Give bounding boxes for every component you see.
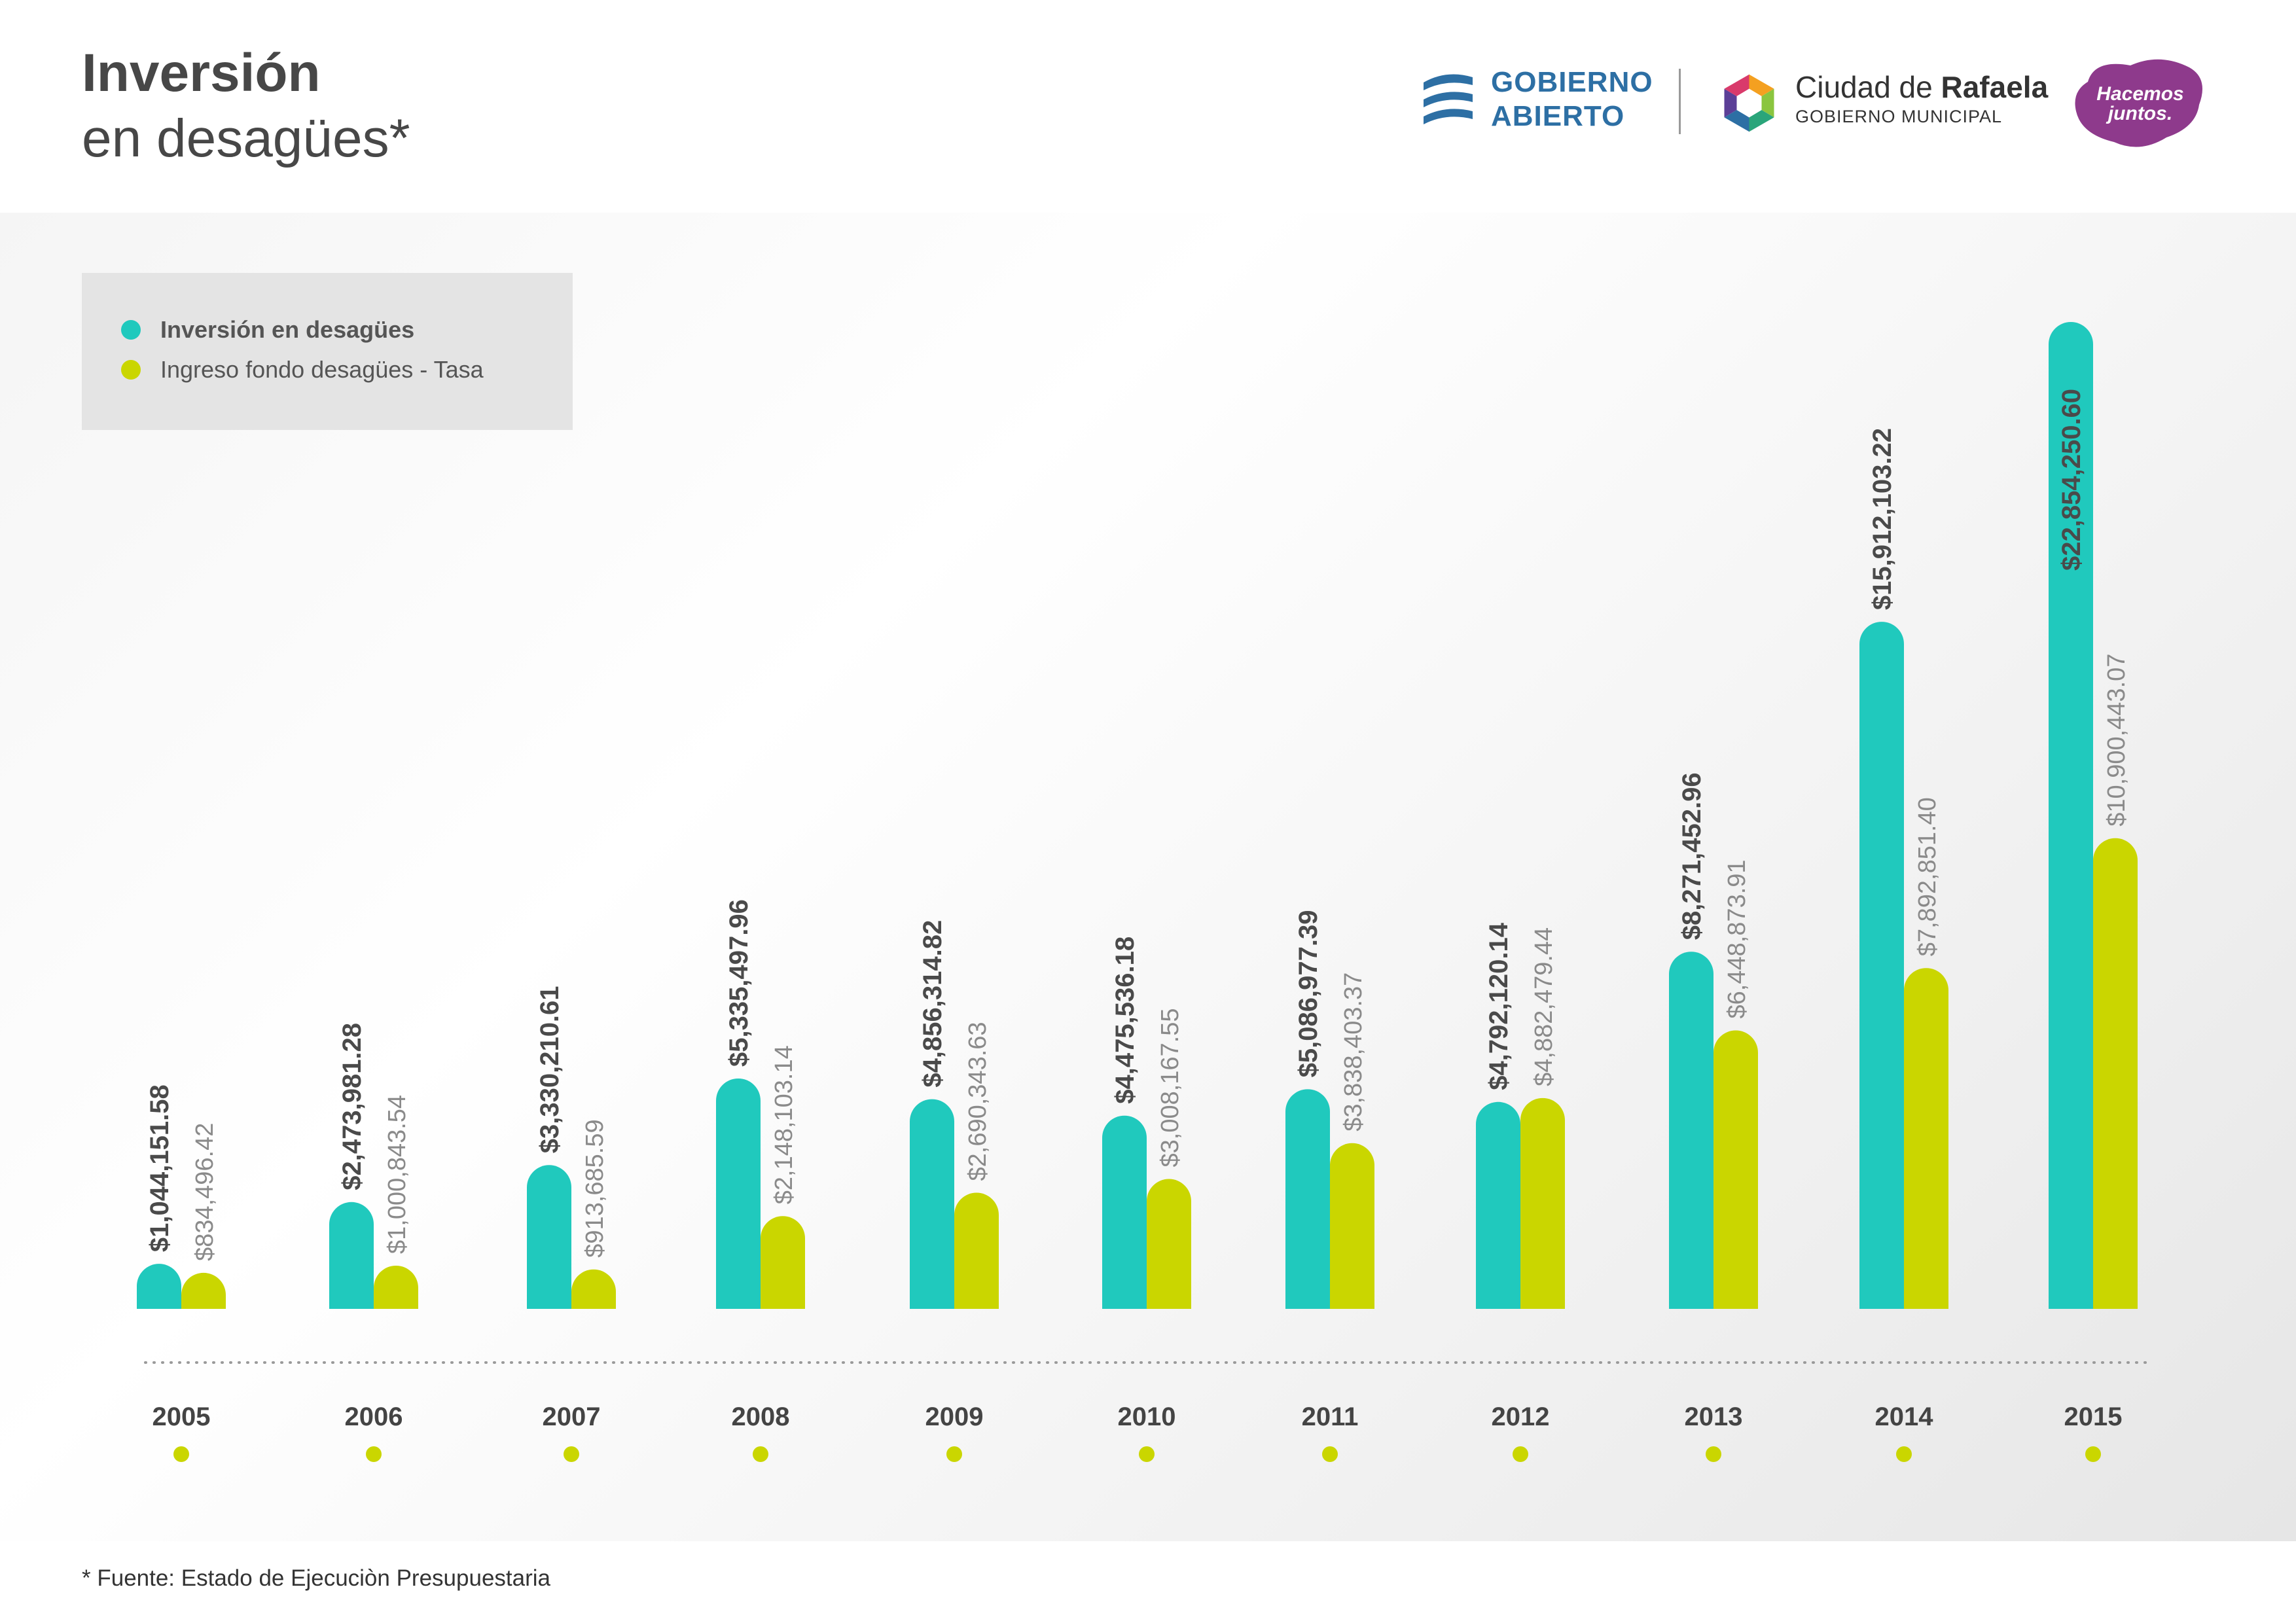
bar-ingreso-2007 <box>571 1269 616 1309</box>
gobierno-abierto-line-2: ABIERTO <box>1491 100 1625 132</box>
bar-inversion-2010 <box>1102 1115 1147 1309</box>
bar-ingreso-2015 <box>2093 838 2138 1309</box>
x-tick-dot-2013 <box>1706 1446 1721 1462</box>
gobierno-abierto-logo: GOBIERNO ABIERTO <box>1420 65 1656 137</box>
value-label-inversion-2006: $2,473,981.28 <box>338 1023 367 1190</box>
x-tick-label-2015: 2015 <box>2064 1402 2123 1431</box>
bar-inversion-2013 <box>1669 952 1713 1309</box>
value-label-inversion-2008: $5,335,497.96 <box>725 899 753 1067</box>
x-tick-dot-2012 <box>1513 1446 1528 1462</box>
x-tick-label-2009: 2009 <box>925 1402 984 1431</box>
bar-inversion-2015 <box>2049 322 2093 1309</box>
x-tick-label-2005: 2005 <box>152 1402 211 1431</box>
value-label-inversion-2009: $4,856,314.82 <box>918 920 947 1088</box>
page-title: Inversión en desagües* <box>82 41 410 171</box>
value-label-ingreso-2006: $1,000,843.54 <box>384 1095 411 1254</box>
value-label-inversion-2007: $3,330,210.61 <box>535 986 564 1153</box>
x-tick-dot-2008 <box>753 1446 768 1462</box>
source-footnote: * Fuente: Estado de Ejecuciòn Presupuest… <box>82 1565 550 1591</box>
x-tick-label-2012: 2012 <box>1492 1402 1550 1431</box>
x-tick-label-2006: 2006 <box>345 1402 403 1431</box>
x-tick-label-2014: 2014 <box>1875 1402 1934 1431</box>
x-tick-dot-2009 <box>946 1446 962 1462</box>
legend-label-inversion: Inversión en desagües <box>160 316 415 343</box>
bar-inversion-2009 <box>910 1099 954 1309</box>
bar-inversion-2007 <box>527 1165 571 1309</box>
value-label-inversion-2015: $22,854,250.60 <box>2057 389 2086 571</box>
value-label-ingreso-2011: $3,838,403.37 <box>1340 972 1367 1132</box>
bar-ingreso-2013 <box>1713 1030 1758 1309</box>
legend-item-ingreso: Ingreso fondo desagües - Tasa <box>121 350 484 389</box>
value-label-inversion-2012: $4,792,120.14 <box>1484 922 1513 1090</box>
bar-ingreso-2006 <box>374 1265 418 1309</box>
value-label-ingreso-2010: $3,008,167.55 <box>1157 1008 1184 1167</box>
x-tick-dot-2015 <box>2085 1446 2101 1462</box>
chart-legend: Inversión en desagües Ingreso fondo desa… <box>82 273 573 430</box>
bar-ingreso-2012 <box>1520 1097 1565 1309</box>
logo-bar: GOBIERNO ABIERTO Ciudad de Rafaela GOBIE… <box>0 56 2296 154</box>
x-tick-label-2008: 2008 <box>732 1402 790 1431</box>
bar-inversion-2005 <box>137 1264 181 1309</box>
title-line-2: en desagües* <box>82 109 410 168</box>
legend-item-inversion: Inversión en desagües <box>121 310 414 349</box>
value-label-ingreso-2014: $7,892,851.40 <box>1914 797 1941 956</box>
logo-separator <box>1679 69 1681 134</box>
bar-ingreso-2005 <box>181 1272 226 1309</box>
x-tick-dot-2011 <box>1322 1446 1338 1462</box>
bar-ingreso-2008 <box>761 1216 805 1309</box>
chart-panel <box>0 213 2296 1541</box>
hacemos-text: Hacemos <box>2096 83 2183 105</box>
value-label-ingreso-2012: $4,882,479.44 <box>1530 927 1558 1086</box>
gobierno-abierto-icon <box>1424 74 1473 124</box>
x-tick-label-2010: 2010 <box>1118 1402 1176 1431</box>
bar-inversion-2012 <box>1476 1101 1520 1309</box>
ciudad-rafaela-hexagon-icon <box>1724 74 1774 132</box>
legend-swatch-inversion <box>121 320 141 340</box>
value-label-ingreso-2008: $2,148,103.14 <box>770 1045 798 1204</box>
x-tick-dot-2007 <box>564 1446 579 1462</box>
hacemos-juntos-logo: Hacemos juntos. <box>2075 59 2202 147</box>
value-label-ingreso-2009: $2,690,343.63 <box>964 1022 992 1181</box>
value-label-ingreso-2013: $6,448,873.91 <box>1723 859 1751 1018</box>
bar-ingreso-2011 <box>1330 1143 1374 1309</box>
gobierno-abierto-text: GOBIERNO ABIERTO <box>1491 65 1653 134</box>
bar-ingreso-2010 <box>1147 1179 1191 1309</box>
value-label-inversion-2011: $5,086,977.39 <box>1294 910 1323 1078</box>
ciudad-prefix: Ciudad de <box>1795 70 1933 104</box>
value-label-inversion-2005: $1,044,151.58 <box>145 1084 174 1252</box>
x-tick-label-2013: 2013 <box>1685 1402 1743 1431</box>
value-label-ingreso-2007: $913,685.59 <box>581 1119 609 1257</box>
title-line-1: Inversión <box>82 43 321 103</box>
value-label-inversion-2013: $8,271,452.96 <box>1677 772 1706 940</box>
value-label-inversion-2014: $15,912,103.22 <box>1868 428 1897 610</box>
bar-ingreso-2009 <box>954 1192 999 1309</box>
x-tick-label-2007: 2007 <box>543 1402 601 1431</box>
ciudad-name: Rafaela <box>1941 70 2049 104</box>
gobierno-abierto-line-1: GOBIERNO <box>1491 66 1653 98</box>
x-tick-label-2011: 2011 <box>1302 1402 1359 1431</box>
legend-swatch-ingreso <box>121 360 141 380</box>
value-label-ingreso-2015: $10,900,443.07 <box>2103 654 2130 827</box>
legend-label-ingreso: Ingreso fondo desagües - Tasa <box>160 356 484 383</box>
ciudad-rafaela-name: Ciudad de Rafaela <box>1795 69 2048 105</box>
juntos-text: juntos. <box>2106 103 2172 124</box>
value-label-ingreso-2005: $834,496.42 <box>191 1123 219 1261</box>
bar-inversion-2008 <box>716 1078 761 1309</box>
value-label-inversion-2010: $4,475,536.18 <box>1111 936 1139 1104</box>
bar-inversion-2006 <box>329 1202 374 1309</box>
x-tick-dot-2010 <box>1139 1446 1155 1462</box>
bar-inversion-2011 <box>1285 1089 1330 1309</box>
bar-ingreso-2014 <box>1904 968 1948 1309</box>
ciudad-rafaela-logo: Ciudad de Rafaela GOBIERNO MUNICIPAL <box>1718 69 2058 141</box>
ciudad-subtitle: GOBIERNO MUNICIPAL <box>1795 107 2003 126</box>
x-tick-dot-2006 <box>366 1446 382 1462</box>
x-tick-dot-2005 <box>173 1446 189 1462</box>
x-tick-dot-2014 <box>1896 1446 1912 1462</box>
bar-inversion-2014 <box>1859 622 1904 1309</box>
